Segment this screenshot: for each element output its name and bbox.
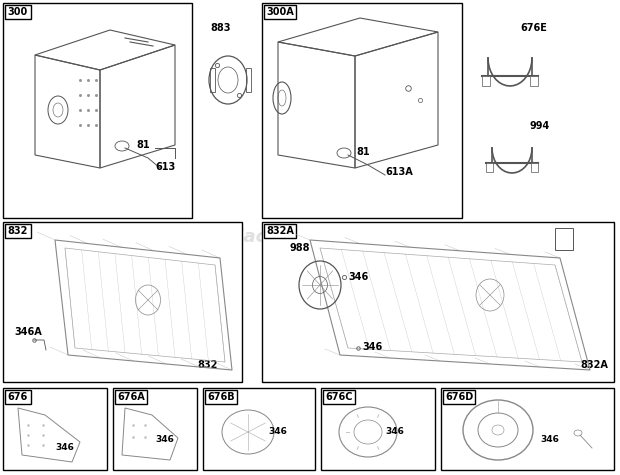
Text: 613: 613 bbox=[155, 162, 175, 172]
Bar bbox=[5, 390, 30, 404]
Text: 676D: 676D bbox=[445, 392, 473, 402]
Text: 832A: 832A bbox=[266, 226, 294, 236]
Bar bbox=[3, 388, 107, 470]
Text: 613A: 613A bbox=[385, 167, 413, 177]
Bar bbox=[482, 76, 490, 86]
Bar bbox=[5, 5, 30, 19]
Bar bbox=[205, 390, 237, 404]
Text: 300: 300 bbox=[7, 7, 28, 17]
Bar bbox=[203, 388, 315, 470]
Bar bbox=[262, 3, 462, 218]
Text: 676C: 676C bbox=[326, 392, 353, 402]
Text: 832: 832 bbox=[198, 360, 218, 370]
Text: 676E: 676E bbox=[520, 23, 547, 33]
Bar bbox=[323, 390, 355, 404]
Text: 346: 346 bbox=[540, 436, 559, 445]
Text: 346: 346 bbox=[268, 428, 287, 437]
Text: 994: 994 bbox=[530, 121, 551, 131]
Bar bbox=[115, 390, 147, 404]
Text: 346: 346 bbox=[362, 342, 383, 352]
Text: 832A: 832A bbox=[580, 360, 608, 370]
Text: 346: 346 bbox=[55, 444, 74, 453]
Text: 346A: 346A bbox=[14, 327, 42, 337]
Bar bbox=[3, 222, 242, 382]
Text: 346: 346 bbox=[155, 436, 174, 445]
Text: 883: 883 bbox=[210, 23, 231, 33]
Bar bbox=[5, 224, 30, 238]
Bar bbox=[531, 163, 538, 172]
Bar bbox=[530, 76, 538, 86]
Text: 676B: 676B bbox=[207, 392, 235, 402]
Bar bbox=[113, 388, 197, 470]
Bar bbox=[3, 3, 192, 218]
Bar bbox=[262, 222, 614, 382]
Text: 81: 81 bbox=[136, 140, 149, 150]
Text: 346: 346 bbox=[385, 428, 404, 437]
Text: 676: 676 bbox=[7, 392, 28, 402]
Text: 988: 988 bbox=[290, 243, 311, 253]
Text: 346: 346 bbox=[348, 272, 368, 282]
Text: 832: 832 bbox=[7, 226, 28, 236]
Text: 300A: 300A bbox=[266, 7, 294, 17]
Bar bbox=[486, 163, 493, 172]
Bar bbox=[264, 5, 296, 19]
Bar bbox=[264, 224, 296, 238]
Text: 676A: 676A bbox=[117, 392, 145, 402]
Bar bbox=[443, 390, 475, 404]
Text: eReplacementParts.com: eReplacementParts.com bbox=[187, 228, 433, 247]
Bar bbox=[555, 228, 573, 250]
Bar bbox=[321, 388, 435, 470]
Bar bbox=[441, 388, 614, 470]
Text: 81: 81 bbox=[356, 147, 370, 157]
